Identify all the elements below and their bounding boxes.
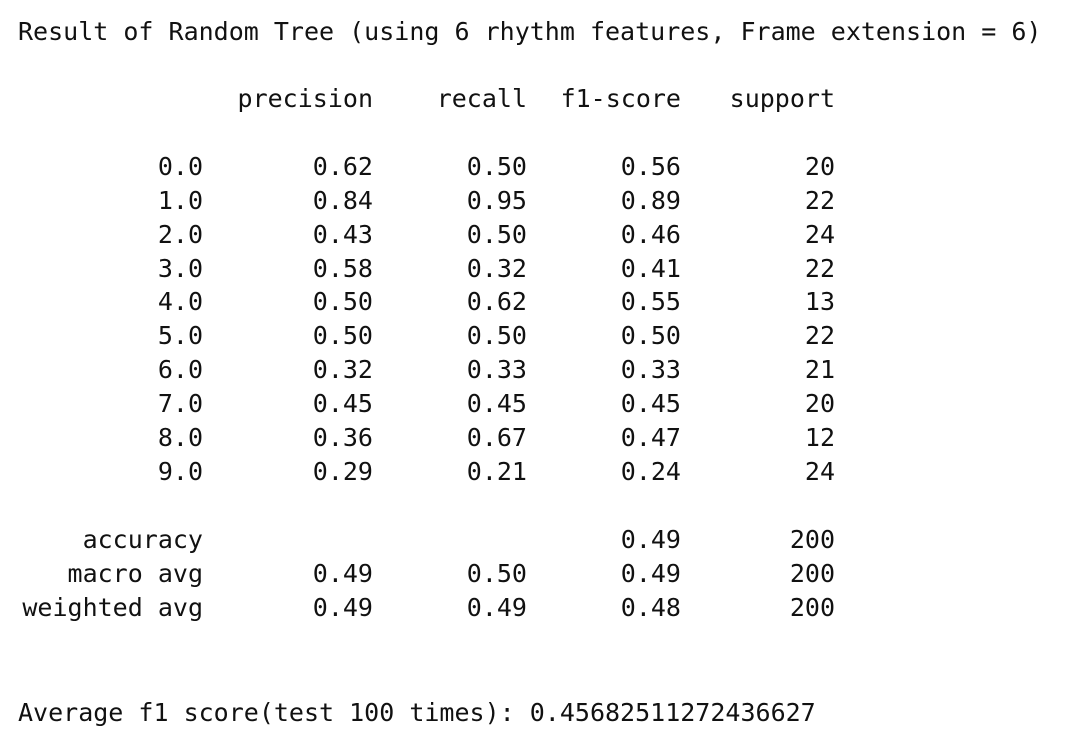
table-row: 2.0 0.43 0.50 0.46 24 <box>18 218 835 252</box>
table-row: 3.0 0.58 0.32 0.41 22 <box>18 252 835 286</box>
recall-value: 0.62 <box>466 287 527 317</box>
table-row: 7.0 0.45 0.45 0.45 20 <box>18 387 835 421</box>
summary-row-weighted-avg: weighted avg 0.49 0.49 0.48 200 <box>18 591 835 625</box>
f1-value: 0.50 <box>620 321 681 351</box>
recall-value: 0.95 <box>466 185 527 215</box>
header-f1-score: f1-score <box>560 84 681 113</box>
class-label: 6.0 <box>157 355 203 385</box>
report-title: Result of Random Tree (using 6 rhythm fe… <box>18 17 1042 46</box>
recall-value: 0.49 <box>466 592 527 622</box>
recall-value: 0.50 <box>466 558 527 588</box>
f1-value: 0.89 <box>620 185 681 215</box>
f1-value: 0.41 <box>620 253 681 283</box>
f1-value: 0.46 <box>620 219 681 249</box>
blank-row <box>18 116 835 150</box>
f1-value: 0.33 <box>620 355 681 385</box>
precision-value: 0.45 <box>312 389 373 419</box>
support-value: 22 <box>804 321 835 351</box>
class-label: 1.0 <box>157 185 203 215</box>
header-recall: recall <box>436 84 527 113</box>
f1-value: 0.45 <box>620 389 681 419</box>
support-value: 200 <box>789 524 835 554</box>
summary-row-macro-avg: macro avg 0.49 0.50 0.49 200 <box>18 557 835 591</box>
class-label: 4.0 <box>157 287 203 317</box>
f1-value: 0.47 <box>620 423 681 453</box>
recall-value: 0.33 <box>466 355 527 385</box>
recall-value: 0.67 <box>466 423 527 453</box>
f1-value: 0.49 <box>620 558 681 588</box>
class-label: 9.0 <box>157 456 203 486</box>
recall-value: 0.21 <box>466 456 527 486</box>
metrics-table: precision recall f1-score support 0.0 0.… <box>18 82 835 624</box>
precision-value: 0.58 <box>312 253 373 283</box>
table-row: 9.0 0.29 0.21 0.24 24 <box>18 455 835 489</box>
support-value: 24 <box>804 219 835 249</box>
table-row: 5.0 0.50 0.50 0.50 22 <box>18 319 835 353</box>
support-value: 22 <box>804 253 835 283</box>
support-value: 22 <box>804 185 835 215</box>
class-label: 3.0 <box>157 253 203 283</box>
f1-value: 0.48 <box>620 592 681 622</box>
blank-row <box>18 489 835 523</box>
class-label: 2.0 <box>157 219 203 249</box>
f1-value: 0.56 <box>620 151 681 181</box>
table-row: 8.0 0.36 0.67 0.47 12 <box>18 421 835 455</box>
precision-value: 0.62 <box>312 151 373 181</box>
support-value: 200 <box>789 558 835 588</box>
precision-value: 0.32 <box>312 355 373 385</box>
support-value: 12 <box>804 423 835 453</box>
class-label: 8.0 <box>157 423 203 453</box>
recall-value: 0.32 <box>466 253 527 283</box>
class-label: 7.0 <box>157 389 203 419</box>
header-row: precision recall f1-score support <box>18 82 835 116</box>
table-row: 0.0 0.62 0.50 0.56 20 <box>18 150 835 184</box>
f1-value: 0.55 <box>620 287 681 317</box>
summary-label: weighted avg <box>22 592 203 622</box>
support-value: 200 <box>789 592 835 622</box>
f1-value: 0.49 <box>620 524 681 554</box>
classification-report: precision recall f1-score support 0.0 0.… <box>18 82 835 624</box>
table-row: 1.0 0.84 0.95 0.89 22 <box>18 184 835 218</box>
precision-value: 0.43 <box>312 219 373 249</box>
precision-value: 0.49 <box>312 558 373 588</box>
recall-value: 0.50 <box>466 321 527 351</box>
support-value: 13 <box>804 287 835 317</box>
recall-value <box>373 523 527 557</box>
average-f1-score-line: Average f1 score(test 100 times): 0.4568… <box>18 698 816 727</box>
table-row: 4.0 0.50 0.62 0.55 13 <box>18 285 835 319</box>
class-label: 0.0 <box>157 151 203 181</box>
class-label: 5.0 <box>157 321 203 351</box>
recall-value: 0.50 <box>466 219 527 249</box>
precision-value <box>203 523 373 557</box>
f1-value: 0.24 <box>620 456 681 486</box>
support-value: 21 <box>804 355 835 385</box>
summary-label: macro avg <box>67 558 203 588</box>
header-precision: precision <box>237 84 373 113</box>
support-value: 24 <box>804 456 835 486</box>
header-support: support <box>729 84 835 113</box>
recall-value: 0.45 <box>466 389 527 419</box>
header-label <box>18 82 203 116</box>
precision-value: 0.29 <box>312 456 373 486</box>
summary-row-accuracy: accuracy 0.49 200 <box>18 523 835 557</box>
recall-value: 0.50 <box>466 151 527 181</box>
precision-value: 0.84 <box>312 185 373 215</box>
precision-value: 0.50 <box>312 321 373 351</box>
table-row: 6.0 0.32 0.33 0.33 21 <box>18 353 835 387</box>
precision-value: 0.49 <box>312 592 373 622</box>
precision-value: 0.36 <box>312 423 373 453</box>
summary-label: accuracy <box>82 524 203 554</box>
precision-value: 0.50 <box>312 287 373 317</box>
support-value: 20 <box>804 151 835 181</box>
support-value: 20 <box>804 389 835 419</box>
